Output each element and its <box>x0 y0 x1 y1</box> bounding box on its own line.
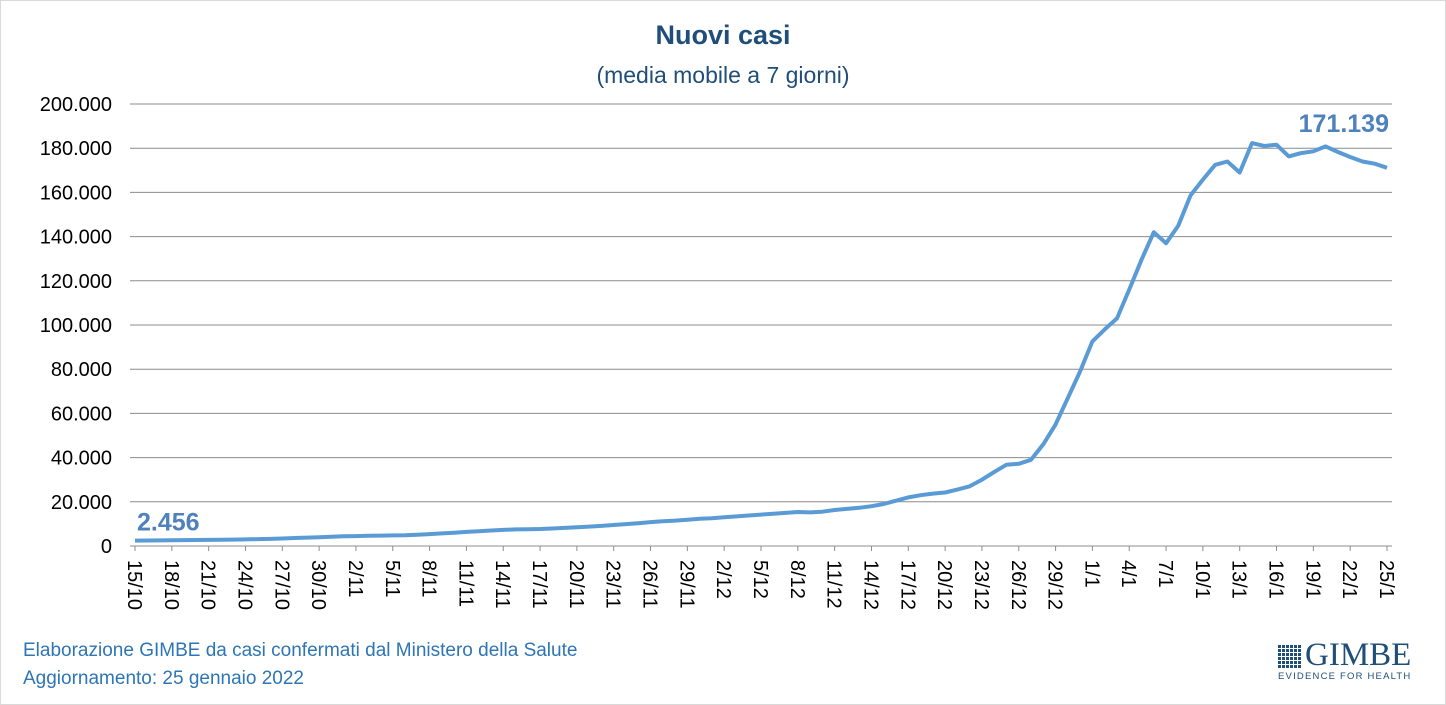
x-tick-label: 11/11 <box>454 560 476 607</box>
x-tick-label: 23/12 <box>970 560 992 610</box>
x-tick-label: 29/12 <box>1044 560 1066 610</box>
x-tick-label: 19/1 <box>1301 560 1323 599</box>
x-tick-label: 8/12 <box>786 560 808 599</box>
logo-tagline: EVIDENCE FOR HEALTH <box>1278 671 1412 682</box>
y-tick-label: 60.000 <box>51 403 112 425</box>
logo-wordmark: GIMBE <box>1305 637 1412 673</box>
x-tick-label: 20/12 <box>933 560 955 610</box>
chart-title: Nuovi casi <box>655 20 791 50</box>
x-tick-label: 11/12 <box>823 560 845 609</box>
x-tick-label: 2/11 <box>344 560 366 597</box>
x-tick-label: 29/11 <box>675 560 697 609</box>
x-tick-label: 26/12 <box>1007 560 1029 610</box>
x-tick-label: 2/12 <box>712 560 734 599</box>
x-tick-label: 13/1 <box>1228 560 1250 599</box>
x-tick-label: 16/1 <box>1265 560 1287 599</box>
y-tick-label: 160.000 <box>40 182 112 204</box>
x-tick-label: 5/11 <box>381 560 403 597</box>
footer-updated: Aggiornamento: 25 gennaio 2022 <box>23 668 305 689</box>
x-tick-label: 8/11 <box>418 560 440 597</box>
x-tick-label: 15/10 <box>123 560 145 610</box>
x-tick-label: 7/1 <box>1154 560 1176 588</box>
x-tick-label: 10/1 <box>1191 560 1213 599</box>
x-tick-label: 17/11 <box>528 560 550 609</box>
logo-grid-icon <box>1278 644 1302 668</box>
x-tick-label: 24/10 <box>233 560 255 610</box>
x-tick-label: 17/12 <box>896 560 918 610</box>
x-tick-label: 14/12 <box>859 560 881 610</box>
y-tick-label: 120.000 <box>40 271 112 293</box>
y-tick-label: 180.000 <box>40 138 112 160</box>
y-tick-label: 100.000 <box>40 315 112 337</box>
data-label: 171.139 <box>1299 110 1389 138</box>
x-tick-label: 23/11 <box>602 560 624 609</box>
x-tick-label: 4/1 <box>1117 560 1139 588</box>
footer-source: Elaborazione GIMBE da casi confermati da… <box>23 640 578 661</box>
y-tick-label: 20.000 <box>51 492 112 514</box>
x-tick-label: 20/11 <box>565 560 587 609</box>
gimbe-logo: GIMBE EVIDENCE FOR HEALTH <box>1278 637 1413 683</box>
x-tick-label: 14/11 <box>491 560 513 609</box>
x-tick-label: 27/10 <box>270 560 292 610</box>
y-tick-label: 0 <box>101 536 112 558</box>
x-tick-label: 18/10 <box>160 560 182 610</box>
data-label: 2.456 <box>137 509 200 537</box>
y-tick-label: 140.000 <box>40 227 112 249</box>
y-tick-label: 200.000 <box>40 94 112 116</box>
chart-subtitle: (media mobile a 7 giorni) <box>596 62 850 88</box>
x-tick-label: 22/1 <box>1338 560 1360 599</box>
x-tick-label: 5/12 <box>749 560 771 599</box>
x-tick-label: 1/1 <box>1080 560 1102 588</box>
series-line <box>134 141 1388 543</box>
x-tick-label: 21/10 <box>197 560 219 610</box>
x-tick-label: 30/10 <box>307 560 329 610</box>
x-tick-label: 26/11 <box>639 560 661 609</box>
y-tick-label: 80.000 <box>51 359 112 381</box>
y-tick-label: 40.000 <box>51 448 112 470</box>
x-tick-label: 25/1 <box>1375 560 1397 599</box>
